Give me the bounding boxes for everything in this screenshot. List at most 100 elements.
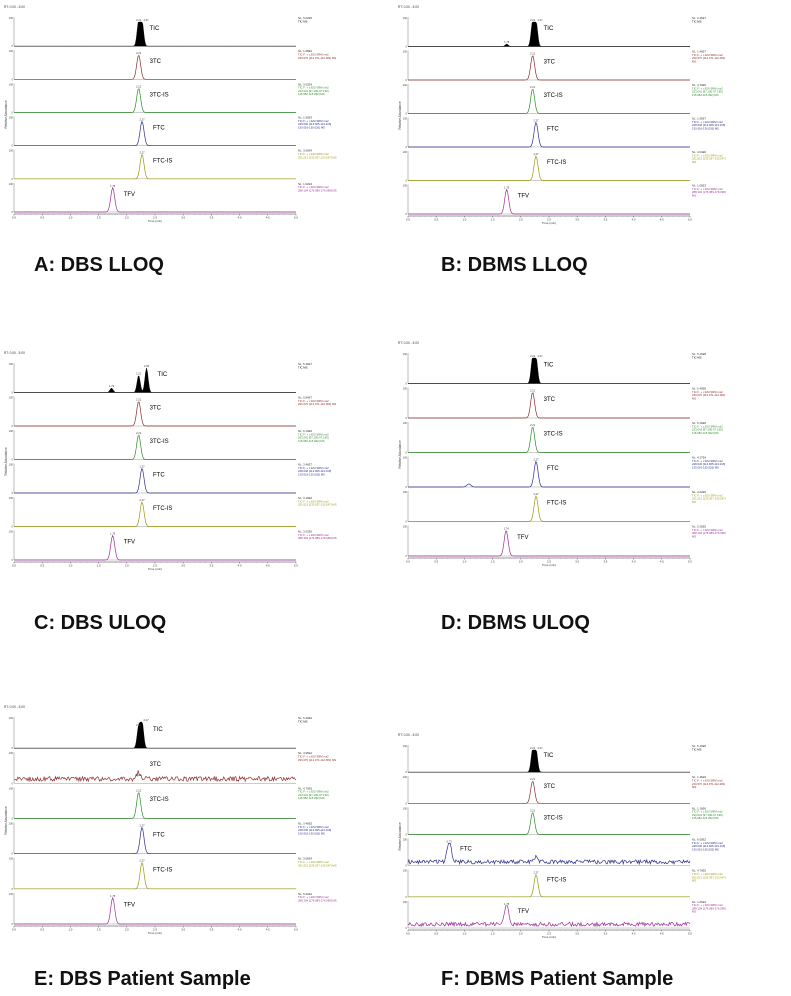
trace-axis-max: 100 (403, 775, 408, 779)
time-tick-label: 3.5 (209, 564, 213, 568)
time-tick-label: 3.0 (181, 216, 185, 220)
trace-axis-max: 100 (9, 82, 14, 86)
trace-info: TIC MS (298, 365, 308, 369)
trace-axis-min: 0 (406, 864, 408, 868)
trace-info: NL: 5.84E7 (298, 396, 312, 400)
trace-axis-min: 0 (12, 852, 14, 856)
time-tick-label: 3.0 (575, 560, 579, 564)
trace-info: TIC MS (692, 19, 702, 23)
time-tick-label: 5.0 (294, 564, 298, 568)
time-tick-label: 3.0 (575, 932, 579, 936)
time-tick-label: 0.0 (12, 564, 16, 568)
chromatogram-panel-d: RT: 0.00 - 5.00 Relative Abundance 100 0 2.2… (398, 340, 766, 576)
trace-axis-min: 0 (406, 926, 408, 930)
trace-info: 230.070 [112.071-112.081] MS (298, 402, 336, 406)
trace-info: NL: 1.46E7 (692, 50, 706, 54)
trace-info: NL: 5.49E7 (298, 362, 312, 366)
time-tick-label: 0.0 (12, 928, 16, 932)
time-tick-label: 5.0 (294, 216, 298, 220)
trace-axis-max: 100 (403, 83, 408, 87)
trace-axis-max: 100 (9, 716, 14, 720)
time-tick-label: 0.5 (40, 564, 44, 568)
trace-signal-3tc (14, 401, 296, 427)
trace-info: NL: 3.46E5 (298, 822, 312, 826)
time-tick-label: 3.5 (603, 932, 607, 936)
trace-info: 233.041 [97.190-97.199] (298, 89, 329, 93)
trace-info: NL: 3.06E4 (298, 149, 312, 153)
trace-axis-max: 100 (9, 786, 14, 790)
rt-range-header: RT: 0.00 - 5.00 (4, 351, 25, 355)
trace-signal-ftc (408, 121, 690, 148)
caption-d: D: DBMS ULOQ (441, 612, 590, 634)
trace-name-ftc: FTC (153, 832, 165, 838)
trace-axis-max: 100 (403, 900, 408, 904)
time-tick-label: 0.5 (434, 560, 438, 564)
trace-signal-3tc-is (14, 434, 296, 460)
trace-axis-min: 0 (406, 895, 408, 899)
peak-label: 0.73 (447, 840, 453, 844)
peak-label: 2.21 (530, 354, 536, 358)
trace-info: 233.041 [97.190-97.199] (692, 813, 723, 817)
peak-label: 2.27 (533, 119, 539, 123)
x-axis-label: Time (min) (148, 931, 162, 935)
trace-axis-max: 100 (9, 496, 14, 500)
trace-axis-max: 100 (403, 150, 408, 154)
trace-axis-min: 0 (406, 416, 408, 420)
trace-signal-ftc-is (14, 501, 296, 527)
peak-label: 2.27 (533, 492, 539, 496)
trace-info: TIC F: + c ESI SRM ms2 (692, 424, 723, 428)
x-axis-label: Time (min) (542, 935, 556, 939)
trace-axis-max: 100 (9, 822, 14, 826)
trace-info: NL: 1.06E2 (692, 900, 706, 904)
trace-name-ftc: FTC (153, 125, 165, 131)
peak-label: 2.27 (537, 354, 543, 358)
peak-label: 2.27 (139, 118, 145, 122)
trace-axis-max: 100 (403, 806, 408, 810)
y-axis-label: Relative Abundance (4, 100, 8, 129)
trace-info: 115.082-115.092] MS (298, 796, 325, 800)
time-tick-label: 5.0 (688, 560, 692, 564)
trace-axis-min: 0 (406, 382, 408, 386)
trace-name-ftc-is: FTC-IS (547, 878, 566, 884)
trace-axis-max: 100 (403, 117, 408, 121)
trace-signal-3tc-is (408, 812, 690, 835)
trace-axis-min: 0 (12, 491, 14, 495)
trace-signal-ftc-is (408, 495, 690, 522)
trace-info: NL: 6.09E2 (692, 838, 706, 842)
caption-a: A: DBS LLOQ (34, 254, 164, 276)
trace-info: TIC MS (692, 355, 702, 359)
time-tick-label: 1.0 (462, 560, 466, 564)
trace-name-tic: TIC (158, 372, 168, 378)
peak-label: 2.21 (530, 85, 536, 89)
time-tick-label: 2.5 (153, 928, 157, 932)
trace-info: 248.046 [113.005-113.015] (298, 828, 331, 832)
caption-b: B: DBMS LLOQ (441, 254, 588, 276)
peak-label: 2.27 (143, 718, 149, 722)
time-tick-label: 5.0 (294, 928, 298, 932)
trace-axis-min: 0 (12, 144, 14, 148)
time-tick-label: 3.5 (603, 560, 607, 564)
peak-label: 2.21 (136, 371, 142, 375)
peak-label: 1.74 (504, 527, 510, 531)
time-tick-label: 2.5 (153, 564, 157, 568)
x-axis-label: Time (min) (542, 221, 556, 225)
time-tick-label: 3.5 (209, 216, 213, 220)
time-tick-label: 2.0 (519, 932, 523, 936)
peak-label: 1.73 (109, 384, 115, 388)
trace-info: 115.082-115.092] MS (692, 431, 719, 435)
trace-axis-min: 0 (406, 179, 408, 183)
trace-name-3tc: 3TC (150, 59, 162, 65)
time-tick-label: 1.5 (97, 564, 101, 568)
trace-signal-tfv (408, 530, 690, 557)
trace-signal-tic (13, 721, 297, 749)
trace-info: MS (692, 879, 696, 883)
time-tick-label: 4.5 (266, 216, 270, 220)
trace-info: TIC F: + c ESI SRM ms2 (692, 903, 723, 907)
trace-info: TIC F: + c ESI SRM ms2 (298, 754, 329, 758)
trace-axis-min: 0 (406, 485, 408, 489)
trace-info: TIC F: + c ESI SRM ms2 (298, 499, 329, 503)
trace-info: NL: 5.16E8 (692, 352, 706, 356)
trace-axis-min: 0 (12, 558, 14, 562)
trace-name-3tc-is: 3TC-IS (544, 93, 563, 99)
trace-name-tic: TIC (544, 363, 554, 369)
